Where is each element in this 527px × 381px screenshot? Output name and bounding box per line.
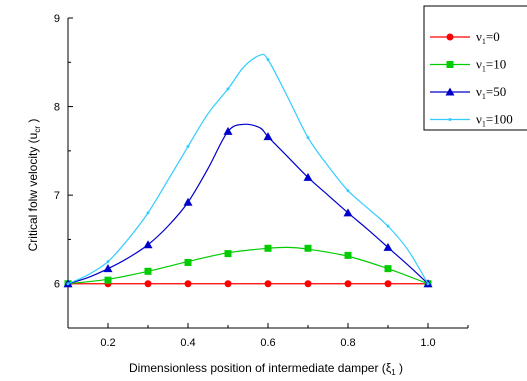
data-point — [346, 189, 350, 193]
data-point — [304, 244, 312, 252]
data-point — [386, 224, 390, 228]
data-point — [343, 208, 353, 217]
series-line — [67, 53, 429, 285]
series-2 — [64, 244, 432, 288]
series-layer — [63, 53, 433, 288]
data-point — [66, 282, 70, 286]
x-axis-label: Dimensionless position of intermediate d… — [129, 361, 403, 377]
legend-marker — [448, 118, 452, 121]
legend-marker — [445, 87, 455, 96]
x-axis: 0.2 0.4 0.6 0.8 1.0 — [67, 323, 469, 349]
series-3 — [63, 123, 433, 288]
data-point — [223, 126, 233, 135]
y-axis-label: Critical folw velocity (ucr ) — [26, 119, 42, 252]
data-point — [263, 132, 273, 141]
legend-label: ν1=10 — [476, 57, 506, 74]
data-point — [186, 144, 190, 148]
series-4 — [66, 53, 430, 286]
data-point — [264, 280, 272, 288]
data-point — [304, 280, 312, 288]
x-tick-label: 0.4 — [180, 337, 195, 349]
data-point — [106, 260, 110, 264]
series-line — [67, 246, 429, 285]
data-point — [143, 240, 153, 249]
data-point — [306, 136, 310, 140]
legend-box — [423, 5, 527, 131]
data-point — [184, 280, 192, 288]
data-point — [144, 267, 152, 275]
data-point — [344, 251, 352, 259]
legend-marker — [446, 61, 454, 68]
data-point — [103, 264, 113, 273]
data-point — [144, 280, 152, 288]
legend-label: ν1=100 — [476, 112, 513, 129]
series-line — [67, 123, 429, 285]
data-point — [384, 280, 392, 288]
data-point — [384, 265, 392, 273]
data-point — [426, 282, 430, 286]
legend: ν1=0 ν1=10 ν1=50 ν1=100 — [423, 5, 527, 131]
y-tick-label: 9 — [54, 13, 60, 25]
y-tick-label: 7 — [54, 190, 60, 202]
series-1 — [64, 280, 432, 288]
data-point — [264, 244, 272, 252]
x-tick-label: 0.2 — [100, 337, 115, 349]
y-tick-label: 8 — [54, 102, 60, 114]
x-tick-label: 0.6 — [260, 337, 275, 349]
data-point — [303, 172, 313, 181]
data-point — [224, 280, 232, 288]
data-point — [184, 258, 192, 266]
data-point — [104, 276, 112, 284]
y-tick-label: 6 — [54, 279, 60, 291]
x-tick-label: 0.8 — [340, 337, 355, 349]
data-point — [344, 280, 352, 288]
data-point — [383, 242, 393, 251]
data-point — [266, 58, 270, 62]
legend-label: ν1=50 — [476, 84, 506, 101]
legend-marker — [446, 33, 454, 41]
data-point — [146, 211, 150, 215]
x-tick-label: 1.0 — [420, 337, 435, 349]
data-point — [224, 250, 232, 258]
legend-label: ν1=0 — [476, 29, 500, 46]
data-point — [183, 197, 193, 206]
data-point — [226, 87, 230, 91]
